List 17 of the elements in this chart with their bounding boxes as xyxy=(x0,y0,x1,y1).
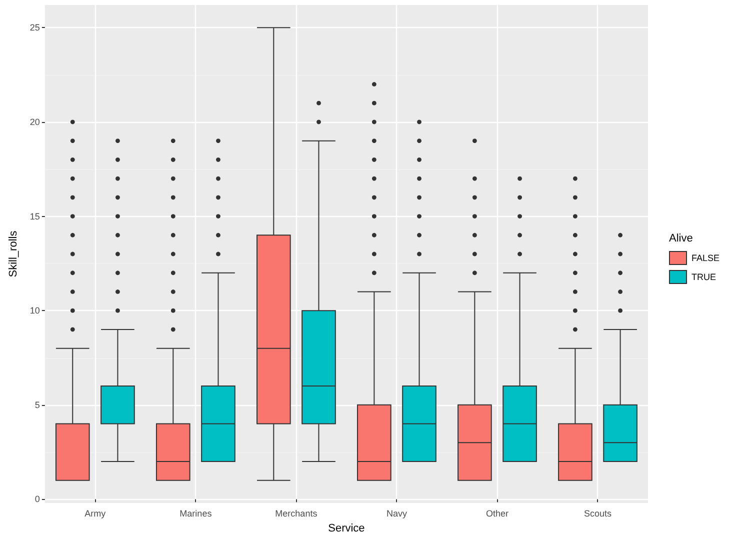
y-tick-label: 10 xyxy=(30,306,40,316)
legend-label: TRUE xyxy=(692,272,716,282)
x-tick-label: Merchants xyxy=(275,508,318,518)
y-tick-label: 15 xyxy=(30,211,40,222)
legend-label: FALSE xyxy=(692,253,720,263)
y-axis-title: Skill_rolls xyxy=(8,230,20,278)
y-tick-label: 0 xyxy=(34,494,40,504)
x-tick-label: Army xyxy=(84,508,106,518)
y-tick-label: 5 xyxy=(34,400,40,410)
x-tick-label: Marines xyxy=(180,508,212,518)
x-tick-label: Other xyxy=(486,508,508,518)
x-axis-title: Service xyxy=(328,522,365,534)
y-tick-label: 25 xyxy=(30,22,40,33)
x-tick-label: Scouts xyxy=(584,508,612,518)
x-tick-label: Navy xyxy=(386,508,408,518)
y-tick-label: 20 xyxy=(30,116,40,127)
legend-title: Alive xyxy=(669,232,693,244)
